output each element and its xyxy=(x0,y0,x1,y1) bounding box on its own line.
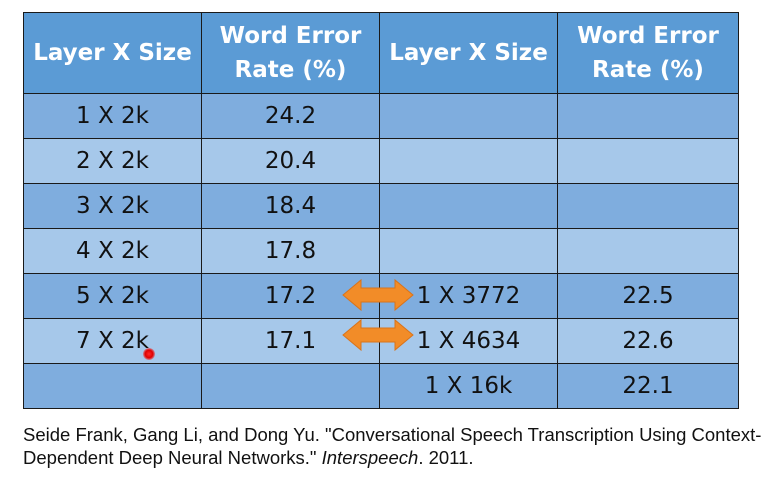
table-row: 3 X 2k 18.4 xyxy=(23,183,739,229)
table-header-row: Layer X Size Word Error Rate (%) Layer X… xyxy=(23,12,739,94)
table-cell xyxy=(379,183,558,229)
wer-comparison-table: Layer X Size Word Error Rate (%) Layer X… xyxy=(23,12,739,409)
table-cell xyxy=(379,138,558,184)
table-cell: 1 X 4634 xyxy=(379,318,558,364)
table-row: 1 X 16k 22.1 xyxy=(23,363,739,409)
table-cell: 2 X 2k xyxy=(23,138,202,184)
table-cell: 18.4 xyxy=(201,183,380,229)
table-row: 4 X 2k 17.8 xyxy=(23,228,739,274)
header-layer-size-2: Layer X Size xyxy=(379,12,558,94)
table-cell: 22.5 xyxy=(557,273,739,319)
citation: Seide Frank, Gang Li, and Dong Yu. "Conv… xyxy=(23,423,773,469)
header-layer-size-1: Layer X Size xyxy=(23,12,202,94)
table-cell: 22.1 xyxy=(557,363,739,409)
table-cell: 17.8 xyxy=(201,228,380,274)
table-cell xyxy=(557,183,739,229)
table-row: 7 X 2k 17.1 1 X 4634 22.6 xyxy=(23,318,739,364)
table-cell xyxy=(379,93,558,139)
double-arrow-icon xyxy=(342,318,414,352)
citation-venue: Interspeech xyxy=(321,447,419,468)
table-cell xyxy=(557,138,739,184)
table-cell xyxy=(557,93,739,139)
table-cell xyxy=(379,228,558,274)
table-cell xyxy=(201,363,380,409)
table-cell: 22.6 xyxy=(557,318,739,364)
table-cell: 20.4 xyxy=(201,138,380,184)
table-cell: 7 X 2k xyxy=(23,318,202,364)
table-cell: 5 X 2k xyxy=(23,273,202,319)
table-row: 2 X 2k 20.4 xyxy=(23,138,739,184)
table-cell: 4 X 2k xyxy=(23,228,202,274)
table-cell: 17.1 xyxy=(201,318,380,364)
header-wer-2: Word Error Rate (%) xyxy=(557,12,739,94)
table-cell xyxy=(23,363,202,409)
header-wer-1: Word Error Rate (%) xyxy=(201,12,380,94)
table-row: 1 X 2k 24.2 xyxy=(23,93,739,139)
table-cell: 24.2 xyxy=(201,93,380,139)
table-cell: 1 X 2k xyxy=(23,93,202,139)
citation-authors-title: Seide Frank, Gang Li, and Dong Yu. "Conv… xyxy=(23,424,762,468)
laser-pointer-icon xyxy=(143,348,155,360)
table-cell: 3 X 2k xyxy=(23,183,202,229)
double-arrow-icon xyxy=(342,278,414,312)
table-cell: 1 X 16k xyxy=(379,363,558,409)
table-cell xyxy=(557,228,739,274)
table-row: 5 X 2k 17.2 1 X 3772 22.5 xyxy=(23,273,739,319)
citation-year: . 2011. xyxy=(418,447,474,468)
